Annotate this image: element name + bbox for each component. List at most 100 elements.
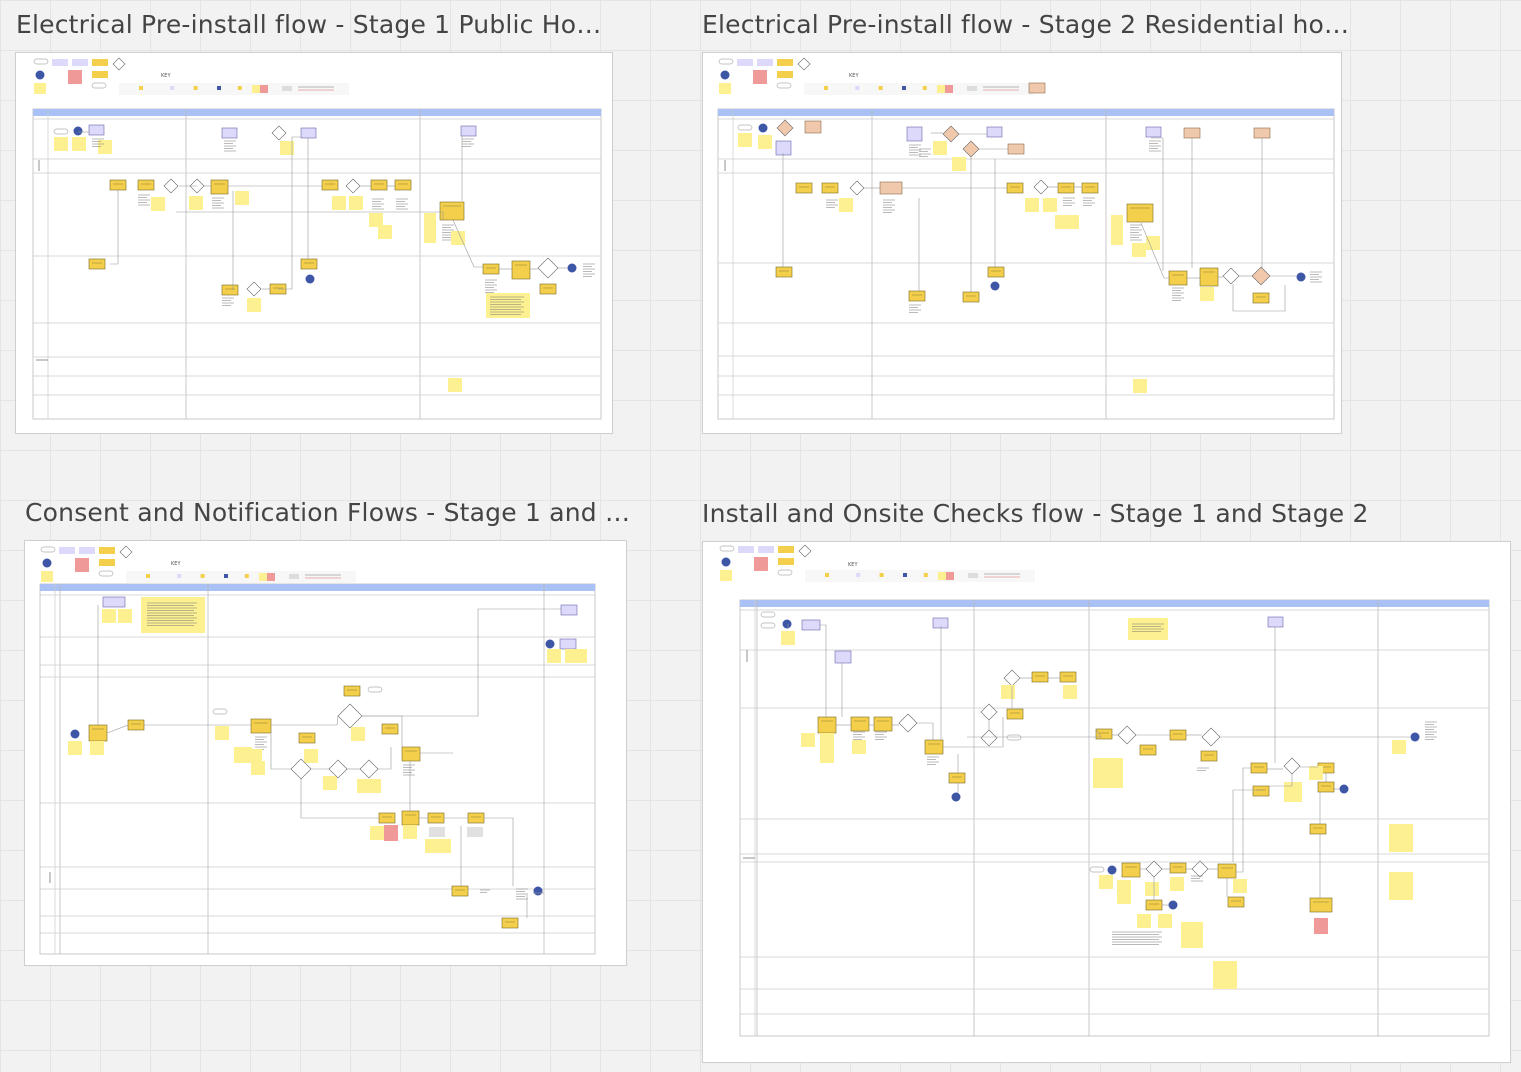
sticky-note <box>151 197 165 211</box>
decision-diamond <box>119 545 133 559</box>
decision-diamond <box>163 178 179 194</box>
process-step <box>300 258 318 270</box>
sticky-note <box>852 740 866 754</box>
sticky-note <box>332 196 346 210</box>
terminal-circle <box>1107 865 1117 875</box>
sticky-note <box>1233 879 1247 893</box>
key-process <box>92 59 108 66</box>
process-step <box>1145 899 1163 911</box>
key-label: KEY <box>849 73 859 79</box>
swimlane-board <box>739 599 1490 1037</box>
sticky-note <box>403 825 417 839</box>
key-swatch <box>825 573 829 577</box>
key-process <box>92 71 108 78</box>
external-box <box>804 120 822 134</box>
sticky-note <box>247 298 261 312</box>
key-system <box>737 59 753 66</box>
process-step <box>370 179 388 191</box>
sticky-note <box>1181 922 1203 948</box>
flow-diagram-consent <box>39 545 596 955</box>
sticky-note <box>1093 758 1123 788</box>
key-system <box>52 59 68 66</box>
flow-diagram-stage1 <box>32 57 602 420</box>
system-box <box>88 124 105 136</box>
process-step <box>1168 270 1188 286</box>
alert-note <box>1314 918 1328 934</box>
system-box <box>560 604 578 616</box>
frame-title-stage1-public-housing[interactable]: Electrical Pre-install flow - Stage 1 Pu… <box>16 10 616 39</box>
undefined <box>378 747 392 770</box>
key-swatch <box>946 572 954 580</box>
process-step <box>1199 267 1219 287</box>
start-pill <box>98 570 114 577</box>
key-swatch <box>879 573 884 577</box>
undefined <box>270 731 291 770</box>
process-step <box>1252 292 1270 304</box>
key-swatch <box>146 574 150 578</box>
flow-diagram-install <box>719 544 1490 1037</box>
key-swatch <box>856 573 861 577</box>
sticky-note <box>1213 961 1237 989</box>
sticky-note <box>215 726 229 740</box>
frame-stage1-public-housing[interactable]: KEY <box>15 52 613 434</box>
decision-diamond <box>271 125 287 141</box>
start-pill <box>718 58 734 65</box>
frame-title-install-onsite-checks[interactable]: Install and Onsite Checks flow - Stage 1… <box>702 499 1369 528</box>
sticky-note <box>235 191 249 205</box>
frame-consent-notification[interactable]: KEY <box>24 540 627 966</box>
sticky-note <box>370 826 384 840</box>
sticky-note <box>323 776 337 790</box>
process-step <box>908 290 926 302</box>
sticky-note <box>41 571 53 582</box>
decision-diamond <box>537 257 559 279</box>
key-alert <box>75 558 89 572</box>
frame-title-stage2-residential-housing[interactable]: Electrical Pre-install flow - Stage 2 Re… <box>702 10 1362 39</box>
key-system <box>72 59 88 66</box>
undefined <box>917 722 934 740</box>
process-step <box>539 283 557 295</box>
frame-stage2-residential-housing[interactable]: KEY <box>702 52 1342 434</box>
undefined <box>1232 284 1286 312</box>
terminal-circle <box>73 126 83 136</box>
terminal-circle <box>1339 784 1349 794</box>
process-step <box>427 812 445 824</box>
key-swatch <box>259 573 267 581</box>
process-step <box>250 718 272 734</box>
process-step <box>511 260 531 280</box>
process-step <box>1309 823 1327 835</box>
key-system <box>757 59 773 66</box>
key-swatch <box>923 573 928 577</box>
external-box <box>1007 143 1025 155</box>
key-swatch <box>824 86 828 90</box>
frame-title-consent-notification[interactable]: Consent and Notification Flows - Stage 1… <box>25 498 635 527</box>
terminal-circle <box>758 123 768 133</box>
flow-diagram-stage2 <box>717 57 1335 420</box>
process-step <box>401 746 421 762</box>
key-swatch <box>289 574 299 579</box>
terminal-circle <box>533 886 543 896</box>
sticky-note <box>758 135 772 149</box>
sticky-note <box>1025 198 1039 212</box>
decision-diamond <box>980 729 998 747</box>
process-step <box>343 685 361 697</box>
frame-install-onsite-checks[interactable]: KEY <box>702 541 1511 1063</box>
system-box <box>986 126 1003 138</box>
process-step <box>1006 708 1024 720</box>
start-pill <box>760 611 776 618</box>
sticky-note <box>1111 215 1123 245</box>
decision-diamond <box>1191 860 1209 878</box>
sticky-note <box>1145 882 1159 896</box>
system-box <box>932 617 949 629</box>
placeholder-box <box>429 827 445 837</box>
external-box <box>1183 127 1201 139</box>
key-swatch <box>937 85 945 93</box>
sticky-note <box>1146 236 1160 250</box>
process-step <box>439 201 465 221</box>
process-step <box>962 291 980 303</box>
sticky-note <box>1170 877 1184 891</box>
undefined <box>1232 789 1263 862</box>
process-step <box>1169 862 1187 874</box>
swimlane-header <box>40 584 595 591</box>
sticky-note <box>1392 740 1406 754</box>
start-pill <box>719 545 735 552</box>
